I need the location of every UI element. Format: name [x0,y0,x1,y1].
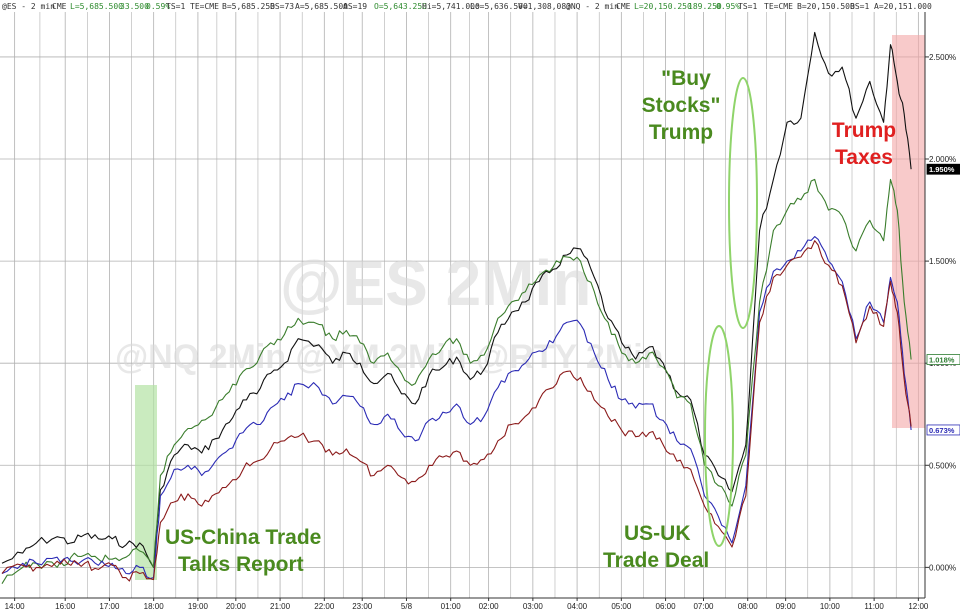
last-value-label: 0.673% [929,426,955,435]
nq-ts: TS=1 [738,2,757,11]
series-line-black_series [1,31,912,568]
x-tick-label: 17:00 [99,602,120,611]
x-axis-ticks: 14:00 16:00 17:00 18:00 19:00 20:00 21:00 22:00… [5,598,929,611]
y-tick-label: 0.000% [929,563,956,572]
annotation-buy-stocks-line3: Trump [649,121,713,144]
last-value-labels: 1.950% 1.018% 0.673% [926,163,960,436]
es-change: 33.500 [120,2,149,11]
es-exchange: CME [52,2,67,11]
x-tick-label: 5/8 [401,602,413,611]
annotation-us-china: US-China Trade Talks Report [165,526,321,576]
annotation-us-uk-line2: Trade Deal [603,549,709,572]
nq-exchange: CME [616,2,631,11]
y-axis-ticks: 0.000%0.500%1.000%1.500%2.000%2.500% [925,53,956,572]
watermark-main: @ES 2Min [280,247,591,319]
es-te: TE=CME [190,2,219,11]
x-tick-label: 20:00 [226,602,247,611]
es-open: O=5,643.250 [374,2,427,11]
annotation-trump-taxes-line1: Trump [832,119,896,142]
x-tick-label: 11:00 [864,602,884,611]
es-symbol: @ES - 2 min [2,2,55,11]
es-vol: V=1,308,083 [518,2,571,11]
x-tick-label: 05:00 [611,602,632,611]
series-line-blue_series [1,236,912,580]
es-ask: A=5,685.500 [295,2,348,11]
y-tick-label: 1.500% [929,257,956,266]
series-line-red_series [1,240,912,582]
annotation-us-uk: US-UK Trade Deal [603,522,709,572]
annotation-us-uk-line1: US-UK [624,522,691,545]
es-bid: B=5,685.250 [222,2,275,11]
x-tick-label: 18:00 [144,602,165,611]
es-pct: 0.59% [146,2,170,11]
nq-bidsize: BS=1 [850,2,869,11]
x-tick-label: 06:00 [656,602,677,611]
nq-symbol: @NQ - 2 min [566,2,619,11]
us-uk-trade-deal-ellipse [704,325,734,547]
x-tick-label: 02:00 [479,602,500,611]
es-last: L=5,685.500 [70,2,123,11]
nq-ask: A=20,151.000 [874,2,932,11]
es-asksize: AS=19 [343,2,367,11]
es-low: Lo=5,636.500 [470,2,528,11]
x-tick-label: 19:00 [188,602,209,611]
nq-pct: 0.95% [716,2,740,11]
last-value-box [926,424,960,436]
x-tick-label: 14:00 [5,602,26,611]
x-tick-label: 23:00 [352,602,373,611]
china-talks-highlight-band [135,385,157,580]
x-tick-label: 07:00 [693,602,714,611]
nq-bid: B=20,150.500 [797,2,855,11]
annotation-buy-stocks: "Buy Stocks" Trump [642,67,721,144]
quote-header: @ES - 2 min CME L=5,685.500 33.500 0.59%… [2,2,932,11]
x-tick-label: 12:00 [908,602,929,611]
last-value-label: 1.018% [929,356,955,365]
annotation-us-china-line1: US-China Trade [165,526,321,549]
series-line-green_series [1,178,912,584]
x-tick-label: 16:00 [55,602,76,611]
x-tick-label: 21:00 [270,602,291,611]
nq-te: TE=CME [764,2,793,11]
x-tick-label: 03:00 [523,602,544,611]
nq-change: 189.250 [688,2,722,11]
es-high: Hi=5,741.000 [422,2,480,11]
x-tick-label: 09:00 [776,602,797,611]
x-tick-label: 10:00 [820,602,841,611]
trump-taxes-highlight-band [892,35,925,428]
last-value-box [926,163,960,175]
series-layer [1,31,912,584]
nq-last: L=20,150.250 [634,2,692,11]
x-tick-label: 08:00 [738,602,759,611]
last-value-label: 1.950% [929,165,955,174]
es-bidsize: BS=73 [270,2,294,11]
last-value-box [926,354,960,365]
x-tick-label: 04:00 [567,602,588,611]
annotation-buy-stocks-line1: "Buy [661,67,711,90]
annotation-us-china-line2: Talks Report [178,553,304,576]
y-tick-label: 0.500% [929,461,956,470]
annotation-trump-taxes-line2: Taxes [835,146,893,169]
grid [0,12,925,598]
x-tick-label: 22:00 [314,602,335,611]
buy-stocks-ellipse [728,77,758,329]
x-tick-label: 01:00 [441,602,462,611]
y-tick-label: 2.000% [929,155,956,164]
y-tick-label: 2.500% [929,53,956,62]
es-ts: TS=1 [166,2,185,11]
annotation-buy-stocks-line2: Stocks" [642,94,721,117]
annotation-trump-taxes: Trump Taxes [832,119,896,169]
